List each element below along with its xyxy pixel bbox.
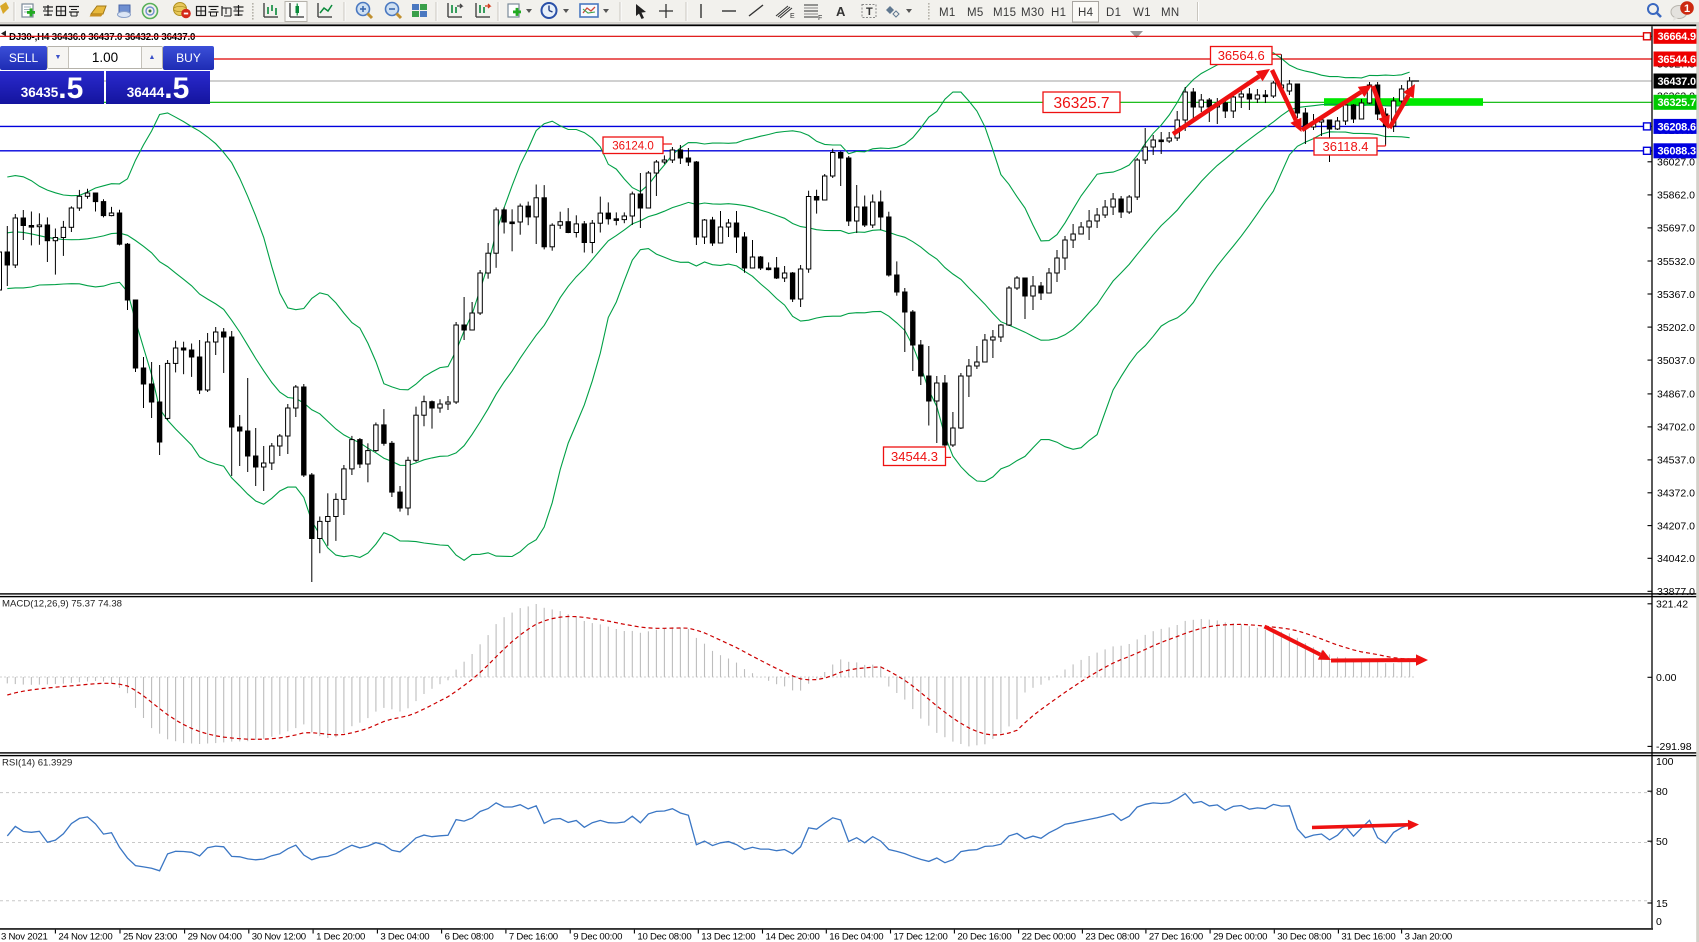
svg-text:34372.0: 34372.0 <box>1657 488 1695 500</box>
svg-text:E: E <box>790 13 795 20</box>
svg-text:50: 50 <box>1656 836 1668 848</box>
svg-text:0: 0 <box>1656 916 1662 928</box>
svg-text:1 Dec 20:00: 1 Dec 20:00 <box>316 932 365 942</box>
svg-text:23 Dec 08:00: 23 Dec 08:00 <box>1085 932 1139 942</box>
svg-text:36027.0: 36027.0 <box>1657 157 1695 169</box>
svg-text:15: 15 <box>1656 898 1668 910</box>
svg-text:M1: M1 <box>939 7 956 19</box>
svg-text:F: F <box>818 15 822 22</box>
svg-text:29 Nov 04:00: 29 Nov 04:00 <box>188 932 242 942</box>
svg-text:34537.0: 34537.0 <box>1657 455 1695 467</box>
svg-text:36124.0: 36124.0 <box>612 140 654 152</box>
svg-text:36118.4: 36118.4 <box>1322 139 1368 154</box>
svg-text:T: T <box>866 6 873 18</box>
svg-text:3 Dec 04:00: 3 Dec 04:00 <box>380 932 429 942</box>
svg-text:34867.0: 34867.0 <box>1657 389 1695 401</box>
svg-text:7 Dec 16:00: 7 Dec 16:00 <box>509 932 558 942</box>
svg-text:321.42: 321.42 <box>1656 599 1688 611</box>
svg-text:35367.0: 35367.0 <box>1657 289 1695 301</box>
svg-text:6 Dec 08:00: 6 Dec 08:00 <box>445 932 494 942</box>
svg-text:13 Dec 12:00: 13 Dec 12:00 <box>701 932 755 942</box>
svg-text:0.00: 0.00 <box>1656 672 1677 684</box>
svg-text:34042.0: 34042.0 <box>1657 553 1695 565</box>
svg-text:36564.6: 36564.6 <box>1218 48 1265 63</box>
svg-text:34544.3: 34544.3 <box>891 449 938 464</box>
svg-text:36208.6: 36208.6 <box>1658 121 1696 133</box>
svg-text:M15: M15 <box>993 7 1016 19</box>
svg-text:36088.3: 36088.3 <box>1658 146 1696 158</box>
svg-text:9 Dec 00:00: 9 Dec 00:00 <box>573 932 622 942</box>
svg-text:10 Dec 08:00: 10 Dec 08:00 <box>637 932 691 942</box>
svg-text:A: A <box>836 4 846 19</box>
svg-text:3 Jan 20:00: 3 Jan 20:00 <box>1405 932 1452 942</box>
svg-text:RSI(14) 61.3929: RSI(14) 61.3929 <box>2 758 72 769</box>
svg-text:35532.0: 35532.0 <box>1657 256 1695 268</box>
svg-text:MACD(12,26,9) 75.37 74.38: MACD(12,26,9) 75.37 74.38 <box>2 599 122 610</box>
svg-text:-291.98: -291.98 <box>1656 741 1692 753</box>
svg-text:35862.0: 35862.0 <box>1657 190 1695 202</box>
svg-text:27 Dec 16:00: 27 Dec 16:00 <box>1149 932 1203 942</box>
svg-text:29 Dec 00:00: 29 Dec 00:00 <box>1213 932 1267 942</box>
svg-text:3 Nov 2021: 3 Nov 2021 <box>1 932 48 942</box>
svg-text:31 Dec 16:00: 31 Dec 16:00 <box>1341 932 1395 942</box>
svg-text:MN: MN <box>1161 7 1180 19</box>
svg-text:M5: M5 <box>967 7 984 19</box>
svg-text:35037.0: 35037.0 <box>1657 355 1695 367</box>
svg-text:24 Nov 12:00: 24 Nov 12:00 <box>58 932 112 942</box>
svg-text:80: 80 <box>1656 786 1668 798</box>
svg-text:30 Nov 12:00: 30 Nov 12:00 <box>252 932 306 942</box>
svg-text:36325.7: 36325.7 <box>1053 95 1109 112</box>
svg-text:H1: H1 <box>1051 7 1066 19</box>
svg-text:36544.6: 36544.6 <box>1658 54 1696 66</box>
svg-text:20 Dec 16:00: 20 Dec 16:00 <box>957 932 1011 942</box>
svg-text:W1: W1 <box>1133 7 1151 19</box>
svg-text:34207.0: 34207.0 <box>1657 520 1695 532</box>
svg-text:H4: H4 <box>1078 7 1094 19</box>
svg-text:36325.7: 36325.7 <box>1658 97 1696 109</box>
svg-text:14 Dec 20:00: 14 Dec 20:00 <box>766 932 820 942</box>
svg-text:33877.0: 33877.0 <box>1657 586 1695 598</box>
svg-text:34702.0: 34702.0 <box>1657 422 1695 434</box>
svg-text:36437.0: 36437.0 <box>1658 76 1696 88</box>
svg-text:17 Dec 12:00: 17 Dec 12:00 <box>894 932 948 942</box>
svg-text:100: 100 <box>1656 756 1674 768</box>
svg-text:35697.0: 35697.0 <box>1657 223 1695 235</box>
svg-text:36664.9: 36664.9 <box>1658 31 1696 43</box>
svg-text:DJ30-,H4 36436.0 36437.0 3643: DJ30-,H4 36436.0 36437.0 36432.0 36437.0 <box>9 32 195 43</box>
svg-text:35202.0: 35202.0 <box>1657 322 1695 334</box>
svg-text:1: 1 <box>1684 3 1690 15</box>
svg-text:30 Dec 08:00: 30 Dec 08:00 <box>1277 932 1331 942</box>
svg-text:22 Dec 00:00: 22 Dec 00:00 <box>1022 932 1076 942</box>
svg-text:16 Dec 04:00: 16 Dec 04:00 <box>829 932 883 942</box>
svg-text:25 Nov 23:00: 25 Nov 23:00 <box>123 932 177 942</box>
svg-text:M30: M30 <box>1021 7 1044 19</box>
svg-text:D1: D1 <box>1106 7 1121 19</box>
